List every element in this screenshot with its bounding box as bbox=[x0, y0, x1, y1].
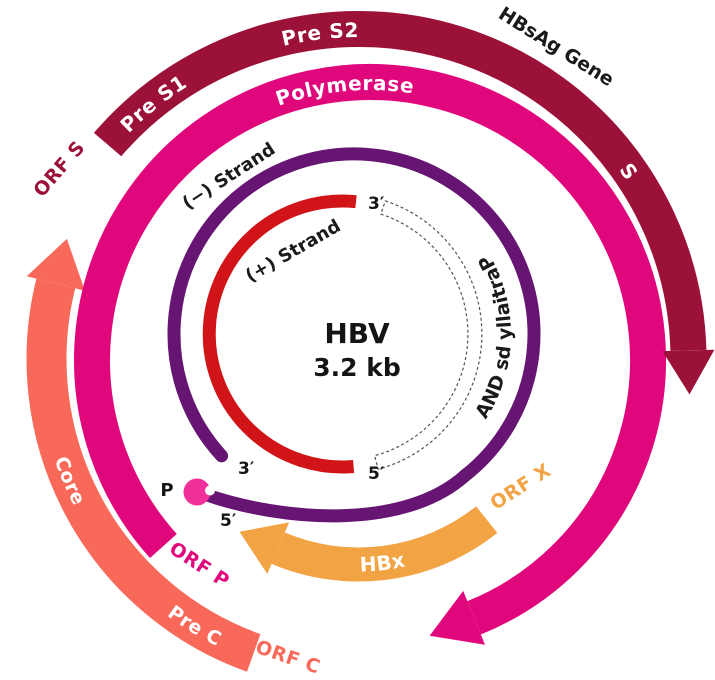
partially-ds-dna-label: AND sd yllaitraP bbox=[471, 251, 516, 422]
minus-strand-3prime-label: 3′ bbox=[238, 459, 255, 479]
orf-s-arrowhead-icon bbox=[662, 349, 715, 395]
minus-strand-circle bbox=[167, 147, 541, 483]
minus-strand-5prime-label: 5′ bbox=[220, 511, 237, 531]
orf-s-band bbox=[93, 10, 707, 351]
minus-strand-5prime-segment bbox=[197, 469, 472, 523]
orf-c-arrowhead-icon bbox=[26, 238, 85, 291]
genome-size-label: 3.2 kb bbox=[313, 353, 401, 382]
orf-c-band bbox=[26, 278, 261, 672]
genome-title: HBV bbox=[324, 317, 390, 350]
orf-x-arrowhead-icon bbox=[239, 522, 290, 574]
dna-strands-group bbox=[167, 147, 541, 523]
orf-p-band bbox=[74, 64, 667, 635]
plus-strand-3prime-label: 3′ bbox=[368, 194, 385, 214]
orf-x-arc-group: HBx bbox=[239, 506, 498, 582]
orf-x-name-label: ORF X bbox=[486, 459, 555, 514]
orf-s-name-label: ORF S bbox=[29, 137, 89, 202]
plus-strand-5prime-label: 5′ bbox=[368, 464, 385, 484]
plus-strand-arc bbox=[202, 194, 357, 474]
orf-p-name-label: ORF P bbox=[165, 538, 233, 593]
orf-p-arrowhead-icon bbox=[429, 590, 485, 645]
p-protein-label: P bbox=[160, 480, 173, 501]
p-protein-notch bbox=[205, 485, 215, 496]
orf-x-band bbox=[271, 506, 498, 582]
orf-c-name-label: ORF C bbox=[253, 636, 323, 679]
single-stranded-gap-dotted-arc bbox=[373, 200, 483, 470]
hbx-label: HBx bbox=[359, 548, 407, 577]
p-protein-icon bbox=[183, 478, 211, 506]
